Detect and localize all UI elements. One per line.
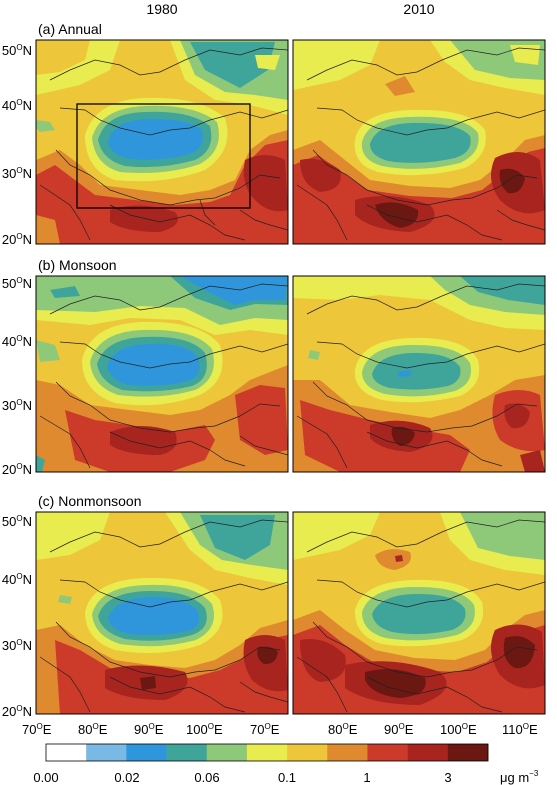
lon-label: 80OE [328, 722, 358, 737]
lat-label: 50ON [2, 514, 32, 529]
colorbar: 0.00 0.02 0.06 0.1 1 3 μg m−3 [33, 743, 539, 785]
colorbar-segment [46, 744, 87, 761]
colorbar-segment [367, 744, 408, 761]
row-label-nonmonsoon: (c) Nonmonsoon [38, 493, 142, 509]
y-axis-labels-row-a: 50ON 40ON 30ON 20ON [2, 43, 32, 247]
lon-label: 70OE [22, 722, 52, 737]
map-panel-annual-1980 [36, 40, 288, 244]
colorbar-segment [287, 744, 328, 761]
panel-frame-annual-2010 [292, 39, 546, 245]
panel-frame-nonmonsoon-1980 [35, 511, 289, 715]
map-panel-nonmonsoon-1980 [36, 512, 288, 714]
map-panel-annual-2010 [293, 40, 545, 244]
lon-label: 110OE [502, 722, 538, 737]
column-title-2010: 2010 [403, 1, 434, 17]
lon-label: 90OE [134, 722, 164, 737]
row-label-monsoon: (b) Monsoon [38, 257, 117, 273]
lat-label: 40ON [2, 572, 32, 587]
panel-frame-annual-1980 [35, 39, 289, 245]
study-region-box [76, 103, 251, 209]
lon-label: 100OE [440, 722, 477, 737]
column-title-1980: 1980 [146, 1, 177, 17]
map-panel-nonmonsoon-2010 [293, 512, 545, 714]
colorbar-unit: μg m−3 [500, 769, 539, 785]
lat-label: 20ON [2, 462, 32, 477]
lat-label: 30ON [2, 638, 32, 653]
colorbar-label: 0.00 [33, 770, 58, 785]
colorbar-label: 0.02 [114, 770, 139, 785]
colorbar-frame [45, 743, 489, 762]
lat-label: 20ON [2, 232, 32, 247]
colorbar-segment [447, 744, 489, 761]
map-panel-monsoon-2010 [293, 276, 545, 472]
lat-label: 30ON [2, 398, 32, 413]
colorbar-segment [407, 744, 449, 761]
panel-frame-nonmonsoon-2010 [292, 511, 546, 715]
lon-label: 80OE [78, 722, 108, 737]
lon-label: 90OE [384, 722, 414, 737]
colorbar-segment [86, 744, 127, 761]
lat-label: 40ON [2, 334, 32, 349]
colorbar-segments [46, 744, 489, 761]
panel-frame-monsoon-1980 [35, 275, 289, 473]
lon-label: 100OE [186, 722, 223, 737]
colorbar-label: 0.06 [194, 770, 219, 785]
colorbar-label: 3 [444, 770, 451, 785]
map-panel-monsoon-1980 [36, 276, 288, 472]
colorbar-label: 0.1 [278, 770, 296, 785]
panel-frame-monsoon-2010 [292, 275, 546, 473]
lat-label: 40ON [2, 98, 32, 113]
lat-label: 50ON [2, 276, 32, 291]
colorbar-segment [246, 744, 288, 761]
colorbar-segment [126, 744, 167, 761]
colorbar-label: 1 [363, 770, 370, 785]
colorbar-segment [166, 744, 208, 761]
lat-label: 50ON [2, 43, 32, 58]
y-axis-labels-row-c: 50ON 40ON 30ON 20ON [2, 514, 32, 719]
lat-label: 20ON [2, 704, 32, 719]
lon-label: 70OE [250, 722, 280, 737]
colorbar-segment [327, 744, 368, 761]
colorbar-segment [206, 744, 248, 761]
x-axis-labels: 70OE 80OE 90OE 100OE 70OE 80OE 90OE 100O… [22, 722, 538, 737]
y-axis-labels-row-b: 50ON 40ON 30ON 20ON [2, 276, 32, 477]
row-label-annual: (a) Annual [38, 21, 102, 37]
lat-label: 30ON [2, 166, 32, 181]
